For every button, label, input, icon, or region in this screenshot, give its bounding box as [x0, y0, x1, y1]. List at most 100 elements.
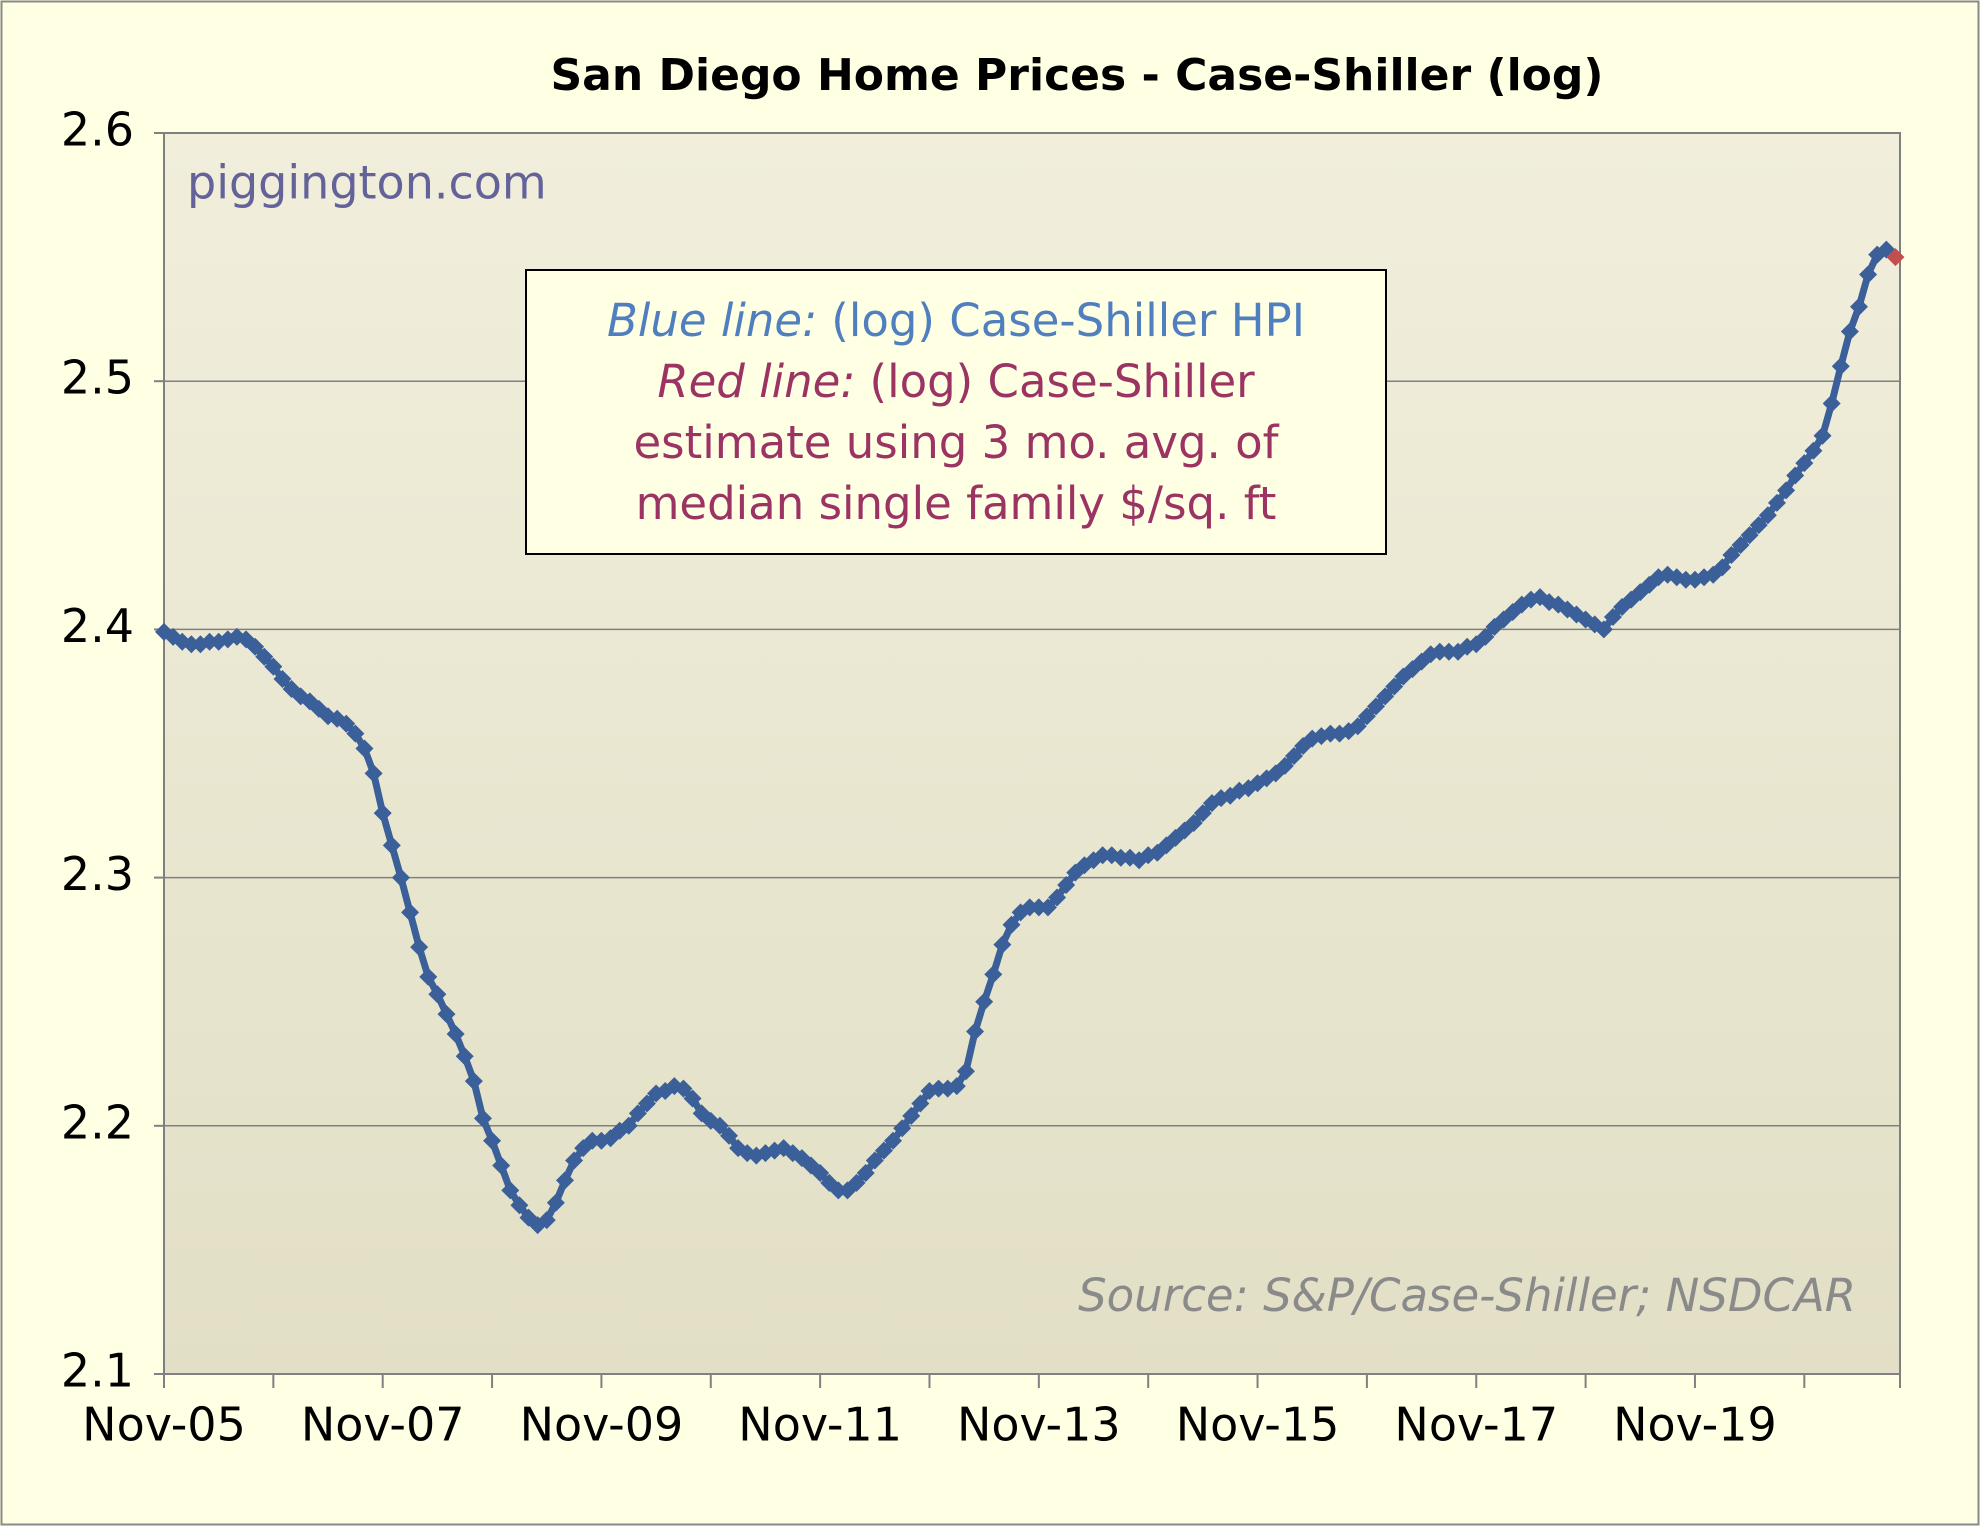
annotation-label: Red line:: [657, 355, 855, 408]
series-marker: [619, 1116, 638, 1135]
series-marker: [410, 938, 429, 957]
x-tick-label: Nov-15: [1176, 1398, 1340, 1452]
series-marker: [1804, 441, 1823, 460]
series-marker: [355, 739, 374, 758]
series-marker: [874, 1141, 893, 1160]
series-marker: [1476, 627, 1495, 646]
series-marker: [637, 1094, 656, 1113]
series-marker: [492, 1156, 511, 1175]
series-marker: [975, 992, 994, 1011]
y-tick-label: 2.3: [61, 847, 134, 901]
series-marker: [537, 1211, 556, 1230]
series-marker: [455, 1047, 474, 1066]
annotation-label: Blue line:: [607, 294, 817, 347]
annotation-text: (log) Case-Shiller: [870, 355, 1256, 408]
series-marker: [1740, 526, 1759, 545]
series-marker: [464, 1072, 483, 1091]
series-marker: [382, 836, 401, 855]
series-marker: [628, 1104, 647, 1123]
series-marker: [719, 1126, 738, 1145]
series-marker: [1048, 888, 1067, 907]
series-marker: [1430, 642, 1449, 661]
chart-title: San Diego Home Prices - Case-Shiller (lo…: [550, 50, 1603, 101]
series-marker: [246, 637, 265, 656]
annotation-frame: [525, 269, 1387, 555]
annotation-line: estimate using 3 mo. avg. of: [633, 416, 1279, 469]
series-marker: [1840, 322, 1859, 341]
annotation-line: Blue line: (log) Case-Shiller HPI: [607, 294, 1305, 347]
series-marker: [929, 1079, 948, 1098]
series-marker: [200, 632, 219, 651]
series-marker: [446, 1024, 465, 1043]
series-marker: [893, 1119, 912, 1138]
series-marker: [565, 1151, 584, 1170]
series-marker: [966, 1022, 985, 1041]
series-marker: [1767, 493, 1786, 512]
series-marker: [1111, 848, 1130, 867]
series-marker: [510, 1196, 529, 1215]
series-marker: [364, 764, 383, 783]
x-tick-label: Nov-17: [1394, 1398, 1558, 1452]
series-marker: [273, 670, 292, 689]
series-marker: [1813, 426, 1832, 445]
x-tick-label: Nov-11: [738, 1398, 902, 1452]
annotation-line: median single family $/sq. ft: [636, 477, 1277, 530]
series-marker: [1184, 813, 1203, 832]
series-marker: [683, 1089, 702, 1108]
series-marker: [1886, 248, 1905, 267]
series-marker: [583, 1131, 602, 1150]
series-marker: [1731, 536, 1750, 555]
series-marker: [501, 1181, 520, 1200]
series-marker: [984, 965, 1003, 984]
series-marker: [428, 985, 447, 1004]
series-marker: [847, 1173, 866, 1192]
series-marker: [1284, 746, 1303, 765]
x-tick-label: Nov-09: [520, 1398, 684, 1452]
y-tick-label: 2.6: [61, 103, 134, 157]
series-marker: [947, 1077, 966, 1096]
series-marker: [1777, 481, 1796, 500]
series-marker: [1749, 516, 1768, 535]
series-marker: [1831, 357, 1850, 376]
series-marker: [1038, 898, 1057, 917]
series-marker: [1795, 454, 1814, 473]
series-marker: [1849, 297, 1868, 316]
series-marker: [346, 724, 365, 743]
series-marker: [391, 868, 410, 887]
series-marker: [373, 804, 392, 823]
series-marker: [1020, 898, 1039, 917]
series-marker: [473, 1109, 492, 1128]
series-marker: [1676, 570, 1695, 589]
series-marker: [1822, 394, 1841, 413]
series-marker: [1193, 804, 1212, 823]
y-tick-label: 2.1: [61, 1344, 134, 1398]
x-tick-label: Nov-07: [301, 1398, 465, 1452]
series-marker: [255, 647, 274, 666]
series-marker: [182, 635, 201, 654]
series-marker: [856, 1163, 875, 1182]
series-marker: [1385, 677, 1404, 696]
series-marker: [437, 1005, 456, 1024]
series-marker: [674, 1079, 693, 1098]
x-tick-label: Nov-19: [1613, 1398, 1777, 1452]
series-marker: [1321, 724, 1340, 743]
x-tick-label: Nov-05: [82, 1398, 246, 1452]
series-marker: [902, 1106, 921, 1125]
series-marker: [1348, 717, 1367, 736]
series-marker: [884, 1131, 903, 1150]
y-tick-label: 2.4: [61, 599, 134, 653]
series-marker: [1713, 558, 1732, 577]
series-marker: [829, 1181, 848, 1200]
series-marker: [993, 935, 1012, 954]
series-marker: [710, 1116, 729, 1135]
series-marker: [1275, 756, 1294, 775]
y-tick-label: 2.2: [61, 1095, 134, 1149]
watermark: piggington.com: [187, 156, 547, 210]
series-marker: [264, 657, 283, 676]
series-marker: [555, 1171, 574, 1190]
series-marker: [419, 967, 438, 986]
annotation-line: Red line: (log) Case-Shiller: [657, 355, 1255, 408]
series-marker: [1786, 466, 1805, 485]
series-marker: [483, 1131, 502, 1150]
